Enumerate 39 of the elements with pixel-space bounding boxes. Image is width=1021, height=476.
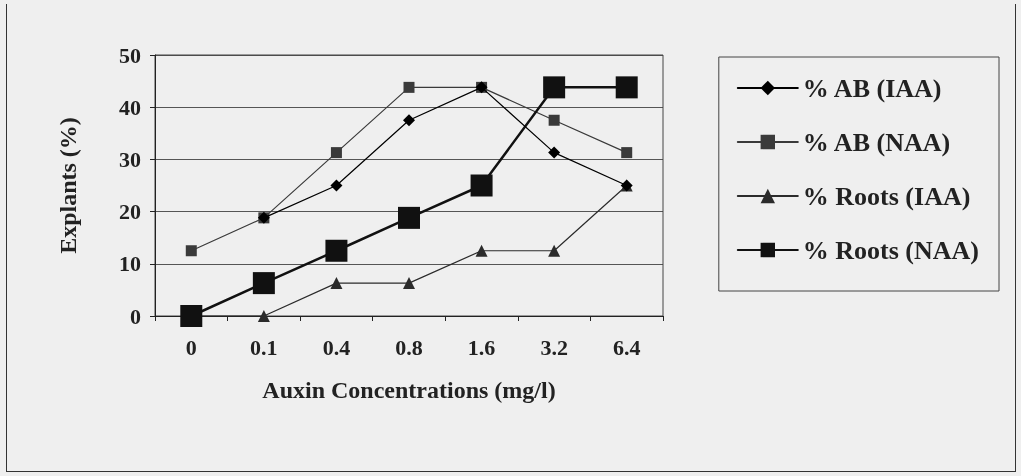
point bbox=[180, 305, 203, 327]
point bbox=[548, 244, 561, 257]
x-tick-label: 0.4 bbox=[322, 334, 351, 360]
legend-label: % Roots (NAA) bbox=[802, 235, 979, 265]
legend-label: % Roots (IAA) bbox=[802, 181, 971, 211]
point bbox=[325, 239, 348, 262]
x-tick-label: 0.1 bbox=[250, 334, 278, 360]
point bbox=[185, 245, 197, 257]
y-tick-label: 40 bbox=[119, 94, 141, 120]
point bbox=[403, 277, 415, 290]
y-tick-label: 10 bbox=[119, 251, 141, 277]
point bbox=[543, 76, 566, 99]
point bbox=[470, 174, 493, 197]
legend-label: % AB (IAA) bbox=[802, 73, 942, 103]
y-tick-label: 50 bbox=[119, 42, 141, 68]
x-tick-label: 6.4 bbox=[612, 334, 641, 360]
point bbox=[548, 146, 561, 159]
point bbox=[548, 114, 560, 126]
y-tick-label: 20 bbox=[119, 199, 141, 225]
x-tick-label: 3.2 bbox=[540, 334, 568, 360]
point bbox=[475, 244, 488, 257]
y-axis-title: Explants (%) bbox=[55, 117, 81, 254]
point bbox=[398, 206, 420, 229]
point bbox=[257, 310, 270, 322]
point bbox=[330, 147, 342, 159]
legend-label: % AB (NAA) bbox=[802, 127, 951, 157]
x-tick-label: 0.8 bbox=[395, 334, 423, 360]
point bbox=[621, 147, 633, 159]
y-tick-label: 30 bbox=[119, 146, 141, 172]
y-tick-label: 0 bbox=[130, 303, 141, 329]
x-tick-label: 0 bbox=[185, 334, 197, 360]
point bbox=[615, 76, 638, 99]
point bbox=[330, 179, 343, 192]
x-axis-title: Auxin Concentrations (mg/l) bbox=[262, 377, 556, 403]
x-tick-label: 1.6 bbox=[467, 334, 496, 360]
point bbox=[403, 81, 415, 93]
point bbox=[403, 114, 415, 127]
point bbox=[252, 272, 275, 295]
point bbox=[330, 277, 343, 290]
